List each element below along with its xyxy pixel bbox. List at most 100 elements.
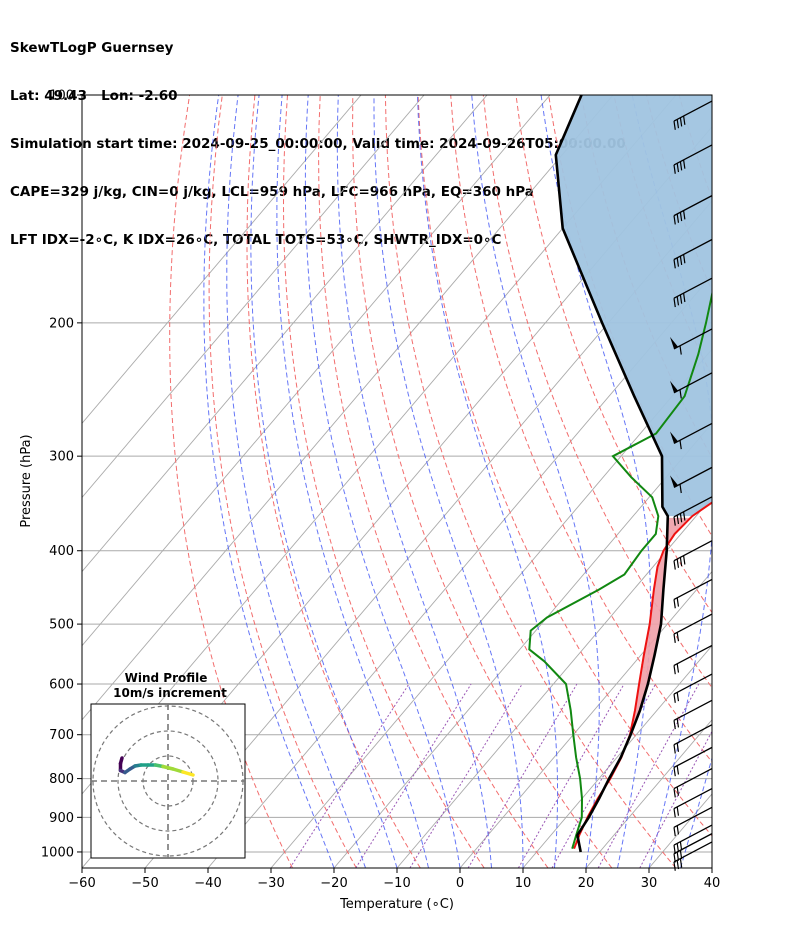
barb-staff <box>673 724 713 746</box>
isotherm-line <box>270 348 712 868</box>
barb-feather <box>673 861 676 871</box>
wind-barb <box>670 328 713 355</box>
y-tick-label: 300 <box>49 450 74 465</box>
wind-barb <box>670 372 713 399</box>
barb-feather <box>676 558 680 568</box>
hodograph-title: Wind Profile <box>125 671 208 685</box>
barb-feather <box>673 599 676 609</box>
mixing-ratio-line <box>639 730 712 868</box>
barb-feather <box>676 742 680 752</box>
x-tick-label: 40 <box>704 876 721 891</box>
profiles <box>528 95 712 853</box>
barb-feather <box>683 210 686 220</box>
barb-staff <box>673 787 713 810</box>
moist-adiabat <box>373 95 524 868</box>
wind-barb <box>673 144 713 174</box>
dry-adiabat <box>450 95 712 763</box>
hodograph-ring <box>117 730 219 832</box>
barb-staff <box>673 806 713 828</box>
wind-barb <box>673 613 713 643</box>
barb-feather <box>679 440 682 450</box>
wind-barb <box>673 100 713 130</box>
dry-adiabat <box>384 95 677 868</box>
wind-barb <box>673 841 713 871</box>
barb-feather <box>676 515 680 525</box>
y-tick-label: 1000 <box>41 845 74 860</box>
barb-feather <box>676 692 680 702</box>
y-tick-label: 500 <box>49 618 74 633</box>
barb-pennant <box>670 380 678 393</box>
y-tick-label: 100 <box>49 89 74 104</box>
barb-feather <box>679 484 682 494</box>
moist-adiabat <box>336 95 492 868</box>
wind-barb <box>670 466 713 494</box>
x-tick-label: 20 <box>578 876 595 891</box>
barb-feather <box>673 298 676 308</box>
barb-feather <box>673 744 676 754</box>
mixing-ratio-line <box>517 683 625 868</box>
hodograph-inset: Wind Profile 10m/s increment <box>90 671 246 859</box>
isotherm-line <box>459 570 712 868</box>
barb-feather <box>676 765 680 775</box>
barb-feather <box>673 853 676 863</box>
y-tick-label: 700 <box>49 728 74 743</box>
barb-feather <box>676 825 680 835</box>
barb-feather <box>676 851 680 861</box>
barb-staff <box>673 578 713 601</box>
barb-feather <box>676 213 680 223</box>
y-tick-label: 800 <box>49 772 74 787</box>
barb-feather <box>683 254 686 264</box>
barb-feather <box>676 632 680 642</box>
barb-pennant <box>670 336 678 349</box>
wind-barb <box>673 195 713 225</box>
dry-adiabat <box>482 95 712 689</box>
moist-adiabat <box>711 866 712 868</box>
barb-feather <box>673 634 676 643</box>
wind-barb <box>673 787 713 818</box>
barb-feather <box>679 212 683 222</box>
chart-header: SkewTLogP Guernsey Lat: 49.43 Lon: -2.60… <box>10 8 626 264</box>
y-axis-label: Pressure (hPa) <box>19 434 34 527</box>
barb-staff <box>673 699 713 721</box>
isotherm-line <box>82 95 551 647</box>
dry-adiabat <box>711 95 712 98</box>
isotherm-line <box>82 95 614 721</box>
barb-feather <box>676 119 680 129</box>
wind-barb <box>673 644 713 675</box>
barb-feather <box>679 557 683 567</box>
barb-feather <box>679 294 683 304</box>
barb-feather <box>673 665 676 675</box>
barb-feather <box>673 827 676 837</box>
barb-feather <box>683 511 686 521</box>
barb-feather <box>673 215 676 225</box>
x-tick-label: −10 <box>383 876 410 891</box>
barb-staff <box>673 833 713 855</box>
title-cape: CAPE=329 j/kg, CIN=0 j/kg, LCL=959 hPa, … <box>10 184 534 200</box>
wind-barb <box>673 746 713 777</box>
barb-feather <box>676 163 680 173</box>
barb-feather <box>679 513 683 523</box>
wind-barb <box>673 540 713 570</box>
barb-feather <box>673 808 676 818</box>
isotherm-line <box>522 644 712 868</box>
barb-feather <box>676 718 680 728</box>
barb-staff <box>673 466 713 488</box>
barb-feather <box>673 560 676 570</box>
wind-barb <box>673 238 713 269</box>
isotherm-line <box>82 95 425 499</box>
barb-feather <box>676 257 680 267</box>
barb-staff <box>673 422 713 445</box>
dry-adiabat <box>777 95 794 868</box>
wind-barbs <box>670 100 713 871</box>
barb-pennant <box>670 475 678 488</box>
barb-staff <box>673 746 713 768</box>
y-tick-label: 400 <box>49 544 74 559</box>
x-tick-label: −60 <box>68 876 95 891</box>
dry-adiabat <box>318 95 549 868</box>
barb-pennant <box>670 431 678 444</box>
barb-staff <box>673 372 713 394</box>
dry-adiabat <box>417 95 712 837</box>
y-tick-label: 200 <box>49 316 74 331</box>
barb-feather <box>673 720 676 730</box>
